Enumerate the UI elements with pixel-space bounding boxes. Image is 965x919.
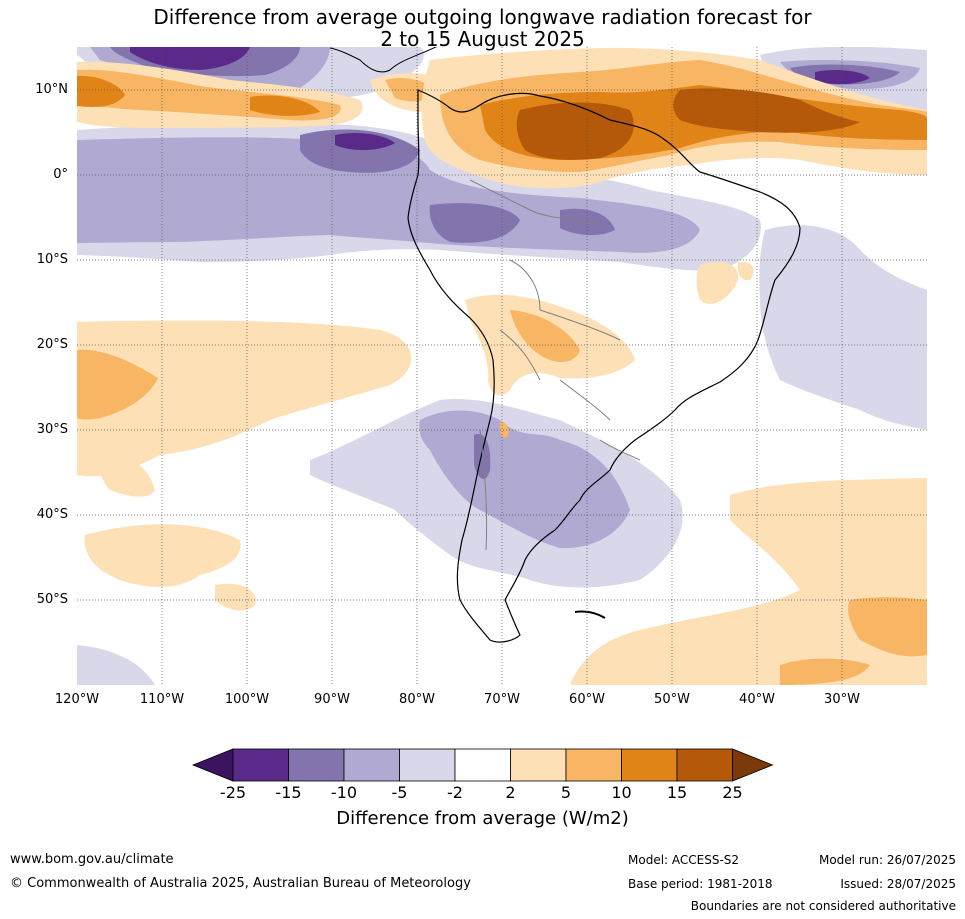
anomaly-region [673,88,860,133]
anomaly-region [696,261,739,304]
anomaly-region [737,261,754,281]
anomaly-region [429,203,520,243]
colorbar-arrow-high [732,748,774,782]
footer-disclaimer: Boundaries are not considered authoritat… [690,899,956,913]
map-title-line2: 2 to 15 August 2025 [380,27,585,51]
colorbar-tick: 2 [505,783,516,802]
colorbar-tick: 15 [666,783,688,802]
lat-label: 0° [53,167,68,182]
country-border [469,179,641,551]
colorbar-label: Difference from average (W/m2) [336,808,629,829]
coastline [574,610,606,619]
anomaly-region [780,658,870,685]
anomaly-region [516,102,634,160]
lat-label: 10°N [35,82,68,97]
lon-label: 40°W [739,692,775,707]
footer-url: www.bom.gov.au/climate [10,852,174,867]
anomaly-region [815,70,870,85]
colorbar-swatch [676,748,733,782]
colorbar-tick: -15 [275,783,302,802]
coastline [329,47,437,73]
anomaly-region [215,583,256,611]
footer-model-run: Model run: 26/07/2025 [818,853,956,867]
lat-label: 50°S [36,592,68,607]
graticule [77,47,927,685]
anomaly-region [77,75,125,107]
colorbar-tick: -5 [391,783,408,802]
anomaly-region [84,524,241,587]
anomaly-region [848,597,927,657]
lat-label: 20°S [36,337,68,352]
anomaly-region [99,454,155,497]
colorbar-swatch [510,748,567,782]
anomaly-region [335,132,395,151]
colorbar-tick: -10 [330,783,358,802]
colorbar-swatch [565,748,622,782]
anomaly-region [419,410,630,549]
lon-label: 120°W [54,692,100,707]
lon-label: 110°W [139,692,185,707]
anomaly-region [570,478,927,685]
footer-base-period: Base period: 1981-2018 [628,877,773,891]
anomaly-region [130,47,250,70]
anomaly-region [77,349,158,420]
colorbar-arrow-low [191,748,234,782]
footer-copyright: © Commonwealth of Australia 2025, Austra… [10,876,471,891]
colorbar [191,748,774,782]
footer-model: Model: ACCESS-S2 [628,853,740,867]
lon-label: 80°W [399,692,435,707]
lat-label: 30°S [36,422,68,437]
lat-label: 10°S [36,252,68,267]
colorbar-swatch [232,748,289,782]
footer-issued: Issued: 28/07/2025 [840,877,956,891]
colorbar-tick: -25 [219,783,247,802]
anomaly-region [77,137,700,253]
anomaly-region [77,645,155,685]
colorbar-swatch [343,748,400,782]
anomaly-region [510,310,580,362]
colorbar-tick: 5 [560,783,572,802]
colorbar-swatch [454,748,511,782]
map-title-line1: Difference from average outgoing longwav… [153,5,812,29]
lon-label: 100°W [224,692,270,707]
lon-label: 50°W [654,692,690,707]
colorbar-swatch [288,748,345,782]
lat-label: 40°S [36,507,68,522]
lon-label: 70°W [484,692,520,707]
anomaly-region [759,225,927,430]
colorbar-swatch [399,748,456,782]
anomaly-region [77,320,412,477]
coastline [407,89,801,643]
colorbar-swatch [621,748,678,782]
colorbar-tick: 25 [722,783,743,802]
colorbar-tick: -2 [447,783,463,802]
anomaly-region [250,95,320,116]
lon-label: 90°W [314,692,350,707]
lon-label: 60°W [569,692,605,707]
lon-label: 30°W [824,692,860,707]
colorbar-tick: 10 [611,783,632,802]
